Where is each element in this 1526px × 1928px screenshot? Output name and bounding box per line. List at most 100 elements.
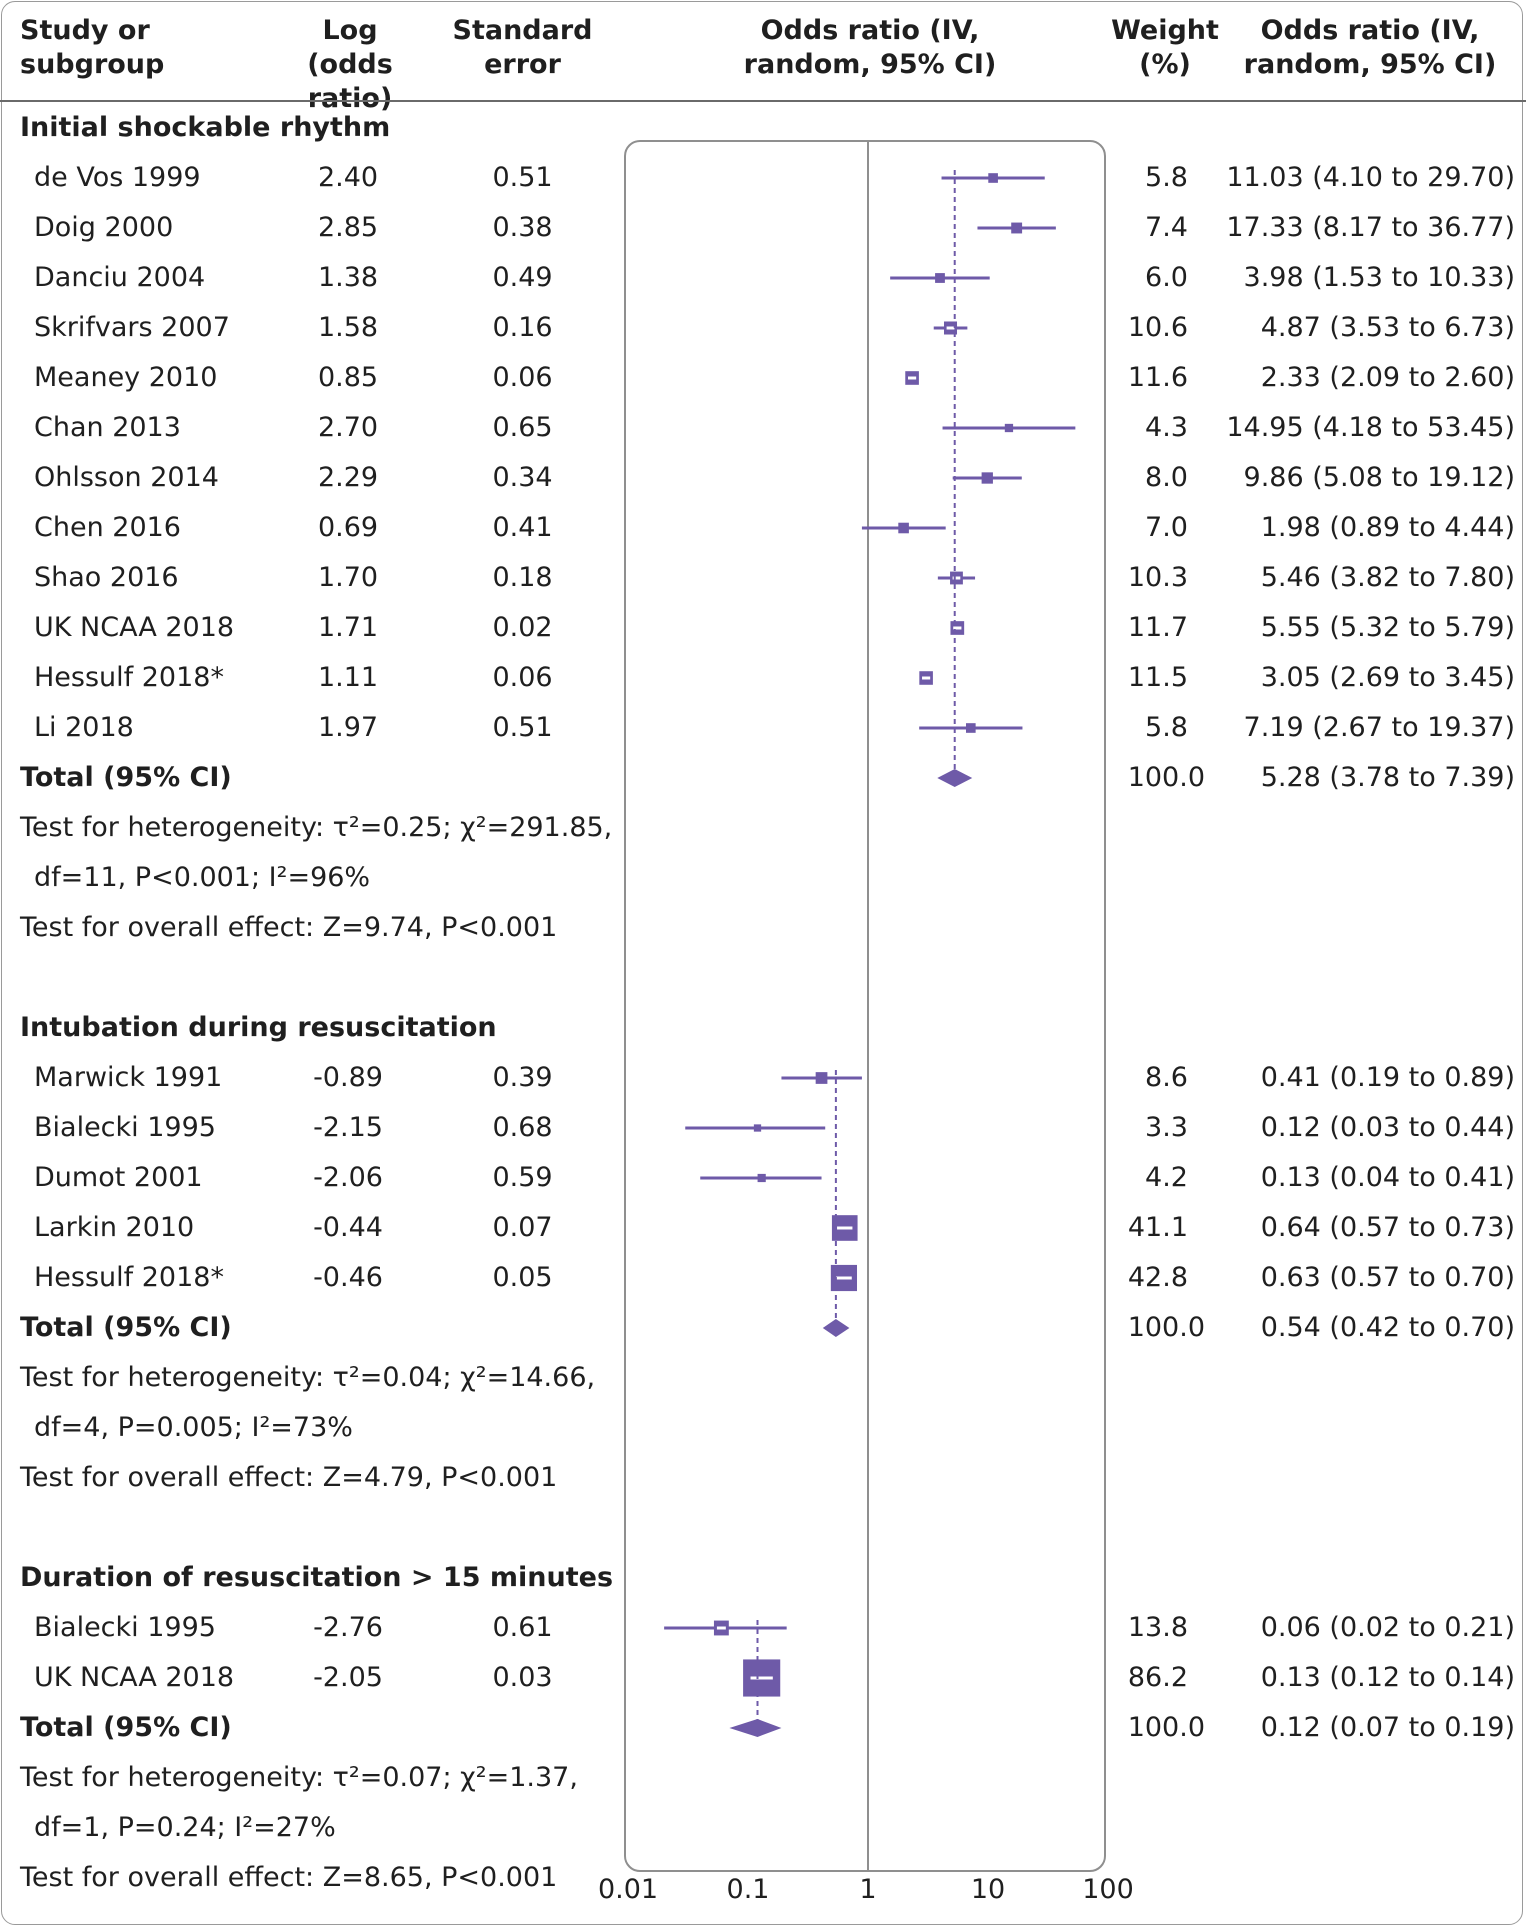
odds-ratio-ci: 2.33 (2.09 to 2.60) [1260, 362, 1515, 393]
study-marker-center [952, 576, 961, 580]
odds-ratio-ci: 17.33 (8.17 to 36.77) [1226, 212, 1515, 243]
log-odds-ratio: 2.70 [317, 412, 379, 443]
header-study: Study or subgroup [20, 15, 165, 80]
weight-value: 11.7 [1127, 612, 1188, 643]
total-odds-ratio-ci: 0.12 (0.07 to 0.19) [1260, 1712, 1515, 1743]
standard-error: 0.06 [492, 662, 553, 693]
odds-ratio-ci: 5.55 (5.32 to 5.79) [1260, 612, 1515, 643]
study-marker-center [946, 326, 955, 330]
study-marker [753, 1124, 762, 1132]
standard-error: 0.18 [492, 562, 553, 593]
total-weight: 100.0 [1127, 762, 1205, 793]
standard-error: 0.51 [492, 162, 553, 193]
study-name: Marwick 1991 [34, 1062, 223, 1093]
study-name: Doig 2000 [34, 212, 174, 243]
standard-error: 0.06 [492, 362, 553, 393]
total-weight: 100.0 [1127, 1712, 1205, 1743]
x-tick-label: 0.1 [726, 1874, 770, 1905]
weight-value: 3.3 [1145, 1112, 1188, 1143]
study-marker [757, 1173, 766, 1183]
study-marker [1004, 423, 1014, 433]
header-or-ci: Odds ratio (IV, random, 95% CI) [1243, 15, 1497, 80]
pooled-diamond [729, 1719, 782, 1737]
study-name: Danciu 2004 [34, 262, 206, 293]
standard-error: 0.41 [492, 512, 553, 543]
odds-ratio-ci: 9.86 (5.08 to 19.12) [1243, 462, 1515, 493]
study-name: Dumot 2001 [34, 1162, 203, 1193]
weight-value: 13.8 [1127, 1612, 1188, 1643]
odds-ratio-ci: 5.46 (3.82 to 7.80) [1260, 562, 1515, 593]
odds-ratio-ci: 4.87 (3.53 to 6.73) [1260, 312, 1515, 343]
study-name: Meaney 2010 [34, 362, 218, 393]
odds-ratio-ci: 3.98 (1.53 to 10.33) [1243, 262, 1515, 293]
log-odds-ratio: 1.38 [317, 262, 379, 293]
total-label: Total (95% CI) [20, 1312, 232, 1343]
weight-value: 8.0 [1145, 462, 1188, 493]
subgroup-heading: Initial shockable rhythm [20, 112, 391, 143]
study-marker-center [716, 1626, 726, 1630]
study-marker-center [750, 1676, 773, 1680]
standard-error: 0.34 [492, 462, 553, 493]
overall-effect-test: Test for overall effect: Z=4.79, P<0.001 [20, 1462, 558, 1493]
standard-error: 0.61 [492, 1612, 553, 1643]
log-odds-ratio: -0.46 [313, 1262, 383, 1293]
standard-error: 0.51 [492, 712, 553, 743]
log-odds-ratio: 1.58 [317, 312, 379, 343]
study-marker-center [922, 676, 931, 680]
study-marker [898, 522, 909, 534]
odds-ratio-ci: 0.06 (0.02 to 0.21) [1260, 1612, 1515, 1643]
log-odds-ratio: 1.11 [317, 662, 379, 693]
total-odds-ratio-ci: 0.54 (0.42 to 0.70) [1260, 1312, 1515, 1343]
subgroup-heading: Duration of resuscitation > 15 minutes [20, 1562, 614, 1593]
standard-error: 0.68 [492, 1112, 553, 1143]
study-marker [965, 723, 976, 733]
weight-value: 5.8 [1145, 712, 1188, 743]
study-marker [815, 1072, 828, 1084]
standard-error: 0.65 [492, 412, 553, 443]
study-name: Hessulf 2018* [34, 1262, 224, 1293]
log-odds-ratio: -2.05 [313, 1662, 383, 1693]
study-marker-center [907, 376, 917, 380]
standard-error: 0.59 [492, 1162, 553, 1193]
study-marker [988, 173, 998, 183]
log-odds-ratio: 2.29 [317, 462, 379, 493]
total-label: Total (95% CI) [20, 1712, 232, 1743]
total-label: Total (95% CI) [20, 762, 232, 793]
study-marker-center [836, 1276, 852, 1280]
x-tick-label: 100 [1082, 1874, 1134, 1905]
odds-ratio-ci: 0.12 (0.03 to 0.44) [1260, 1112, 1515, 1143]
odds-ratio-ci: 7.19 (2.67 to 19.37) [1243, 712, 1515, 743]
weight-value: 5.8 [1145, 162, 1188, 193]
standard-error: 0.05 [492, 1262, 553, 1293]
study-name: Skrifvars 2007 [34, 312, 230, 343]
header-log-or: Log (odds ratio) [307, 15, 393, 114]
heterogeneity-test: Test for heterogeneity: τ²=0.25; χ²=291.… [20, 812, 613, 843]
log-odds-ratio: 0.85 [317, 362, 379, 393]
standard-error: 0.38 [492, 212, 553, 243]
x-tick-label: 10 [970, 1874, 1006, 1905]
log-odds-ratio: 1.97 [317, 712, 379, 743]
log-odds-ratio: 0.69 [317, 512, 379, 543]
study-name: Bialecki 1995 [34, 1112, 216, 1143]
total-weight: 100.0 [1127, 1312, 1205, 1343]
log-odds-ratio: 1.70 [317, 562, 379, 593]
study-name: Li 2018 [34, 712, 134, 743]
weight-value: 10.6 [1127, 312, 1188, 343]
study-marker [935, 273, 945, 283]
total-odds-ratio-ci: 5.28 (3.78 to 7.39) [1260, 762, 1515, 793]
odds-ratio-ci: 0.13 (0.12 to 0.14) [1260, 1662, 1515, 1693]
x-tick-label: 1 [859, 1874, 877, 1905]
odds-ratio-ci: 0.64 (0.57 to 0.73) [1260, 1212, 1515, 1243]
heterogeneity-test: Test for heterogeneity: τ²=0.04; χ²=14.6… [20, 1362, 596, 1393]
study-name: Larkin 2010 [34, 1212, 195, 1243]
log-odds-ratio: -2.76 [313, 1612, 383, 1643]
weight-value: 7.0 [1145, 512, 1188, 543]
study-marker-center [953, 626, 962, 630]
log-odds-ratio: -2.06 [313, 1162, 383, 1193]
weight-value: 4.3 [1145, 412, 1188, 443]
study-marker [1011, 222, 1023, 234]
odds-ratio-ci: 11.03 (4.10 to 29.70) [1226, 162, 1515, 193]
study-name: Ohlsson 2014 [34, 462, 219, 493]
